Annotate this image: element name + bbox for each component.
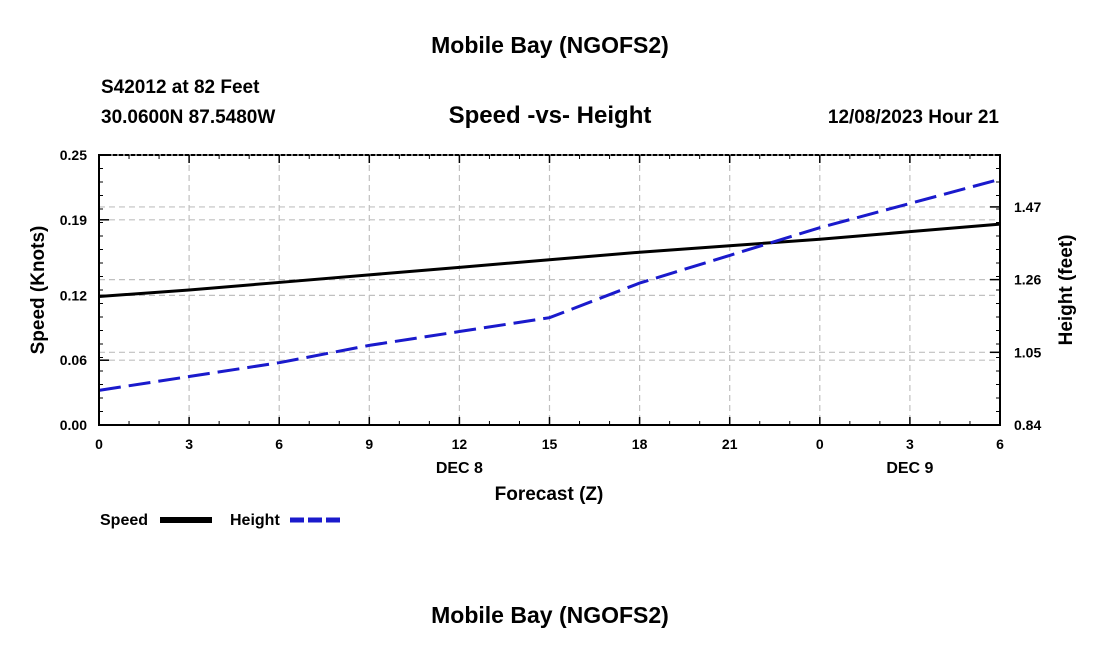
legend-height-label: Height (230, 512, 280, 529)
x-axis-label: Forecast (Z) (495, 484, 604, 505)
chart-subtitle: Speed -vs- Height (448, 102, 652, 129)
legend-speed-label: Speed (100, 512, 148, 529)
x-date-label: DEC 8 (436, 460, 483, 477)
y-tick-label: 0.06 (60, 352, 87, 368)
ticks: 0 3 6 9 12 15 18 21 0 3 6 DEC 8 DEC 9 0.00 0.06 0.12 0.1… (60, 147, 1042, 477)
y2-tick-label: 1.26 (1014, 272, 1041, 288)
x-tick-label: 18 (632, 436, 648, 452)
page-title-top: Mobile Bay (NGOFS2) (431, 32, 669, 58)
x-tick-label: 6 (996, 436, 1004, 452)
y-tick-label: 0.19 (60, 212, 87, 228)
legend: Speed Height (100, 512, 342, 529)
y2-axis-label: Height (feet) (1056, 235, 1077, 346)
x-tick-label: 0 (816, 436, 824, 452)
y2-tick-label: 0.84 (1014, 417, 1041, 433)
station-label: S42012 at 82 Feet (101, 77, 260, 98)
x-tick-label: 15 (542, 436, 558, 452)
y2-tick-label: 1.05 (1014, 344, 1041, 360)
height-series-line (98, 177, 1001, 392)
y2-tick-label: 1.47 (1014, 199, 1041, 215)
datetime-label: 12/08/2023 Hour 21 (827, 107, 999, 128)
y-tick-label: 0.00 (60, 417, 87, 433)
x-tick-label: 6 (275, 436, 283, 452)
speed-series-line (98, 222, 1001, 298)
y-axis-label: Speed (Knots) (28, 226, 49, 355)
y-tick-label: 0.12 (60, 287, 87, 303)
x-tick-label: 3 (906, 436, 914, 452)
page-title-bottom: Mobile Bay (NGOFS2) (431, 602, 669, 628)
x-tick-label: 0 (95, 436, 103, 452)
x-date-label: DEC 9 (886, 460, 933, 477)
x-tick-label: 3 (185, 436, 193, 452)
coordinates-label: 30.0600N 87.5480W (101, 107, 276, 128)
x-tick-label: 21 (722, 436, 738, 452)
x-tick-label: 9 (365, 436, 373, 452)
x-tick-label: 12 (452, 436, 468, 452)
series-lines (98, 177, 1001, 392)
grid (99, 155, 1000, 425)
y-tick-label: 0.25 (60, 147, 87, 163)
